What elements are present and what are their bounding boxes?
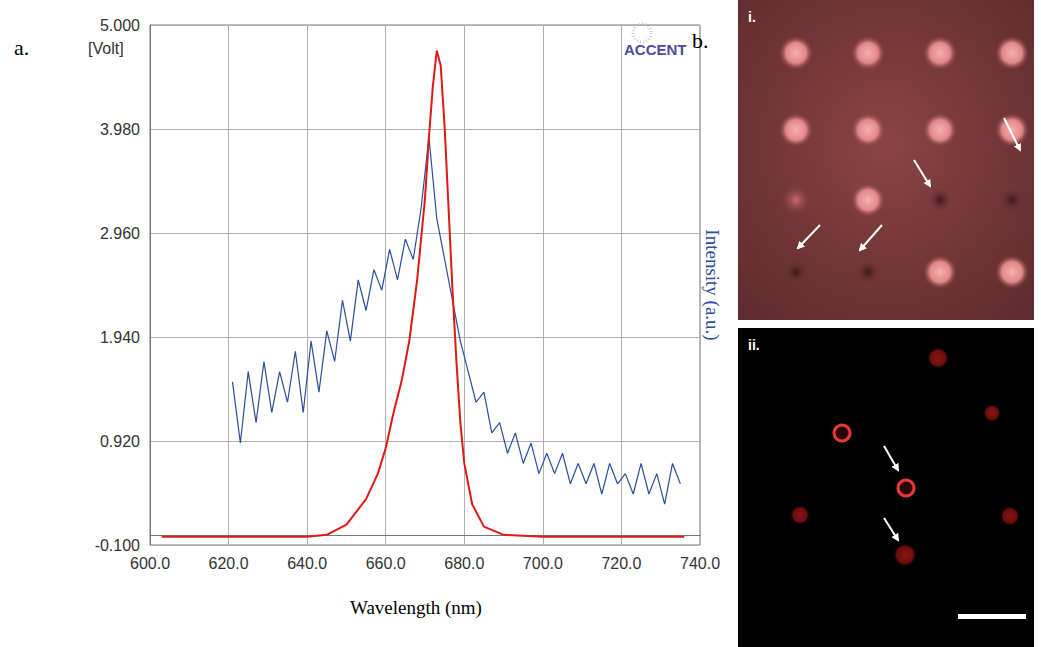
svg-text:5.000: 5.000 [100, 17, 140, 34]
svg-text:3.980: 3.980 [100, 121, 140, 138]
svg-text:640.0: 640.0 [287, 555, 327, 572]
svg-text:680.0: 680.0 [444, 555, 484, 572]
svg-text:1.940: 1.940 [100, 329, 140, 346]
svg-text:0.920: 0.920 [100, 433, 140, 450]
svg-text:600.0: 600.0 [130, 555, 170, 572]
svg-text:i.: i. [748, 9, 756, 25]
svg-text:620.0: 620.0 [209, 555, 249, 572]
svg-text:Intensity (a.u.): Intensity (a.u.) [701, 229, 723, 340]
svg-text:ii.: ii. [748, 337, 760, 353]
svg-text:-0.100: -0.100 [95, 537, 140, 554]
svg-text:720.0: 720.0 [601, 555, 641, 572]
svg-text:a.: a. [14, 35, 29, 60]
svg-text:740.0: 740.0 [680, 555, 720, 572]
svg-text:2.960: 2.960 [100, 225, 140, 242]
svg-text:b.: b. [692, 28, 709, 53]
svg-text:660.0: 660.0 [366, 555, 406, 572]
svg-text:700.0: 700.0 [523, 555, 563, 572]
svg-text:[Volt]: [Volt] [88, 40, 124, 57]
svg-text:ACCENT: ACCENT [624, 41, 687, 58]
svg-text:Wavelength (nm): Wavelength (nm) [350, 597, 482, 619]
